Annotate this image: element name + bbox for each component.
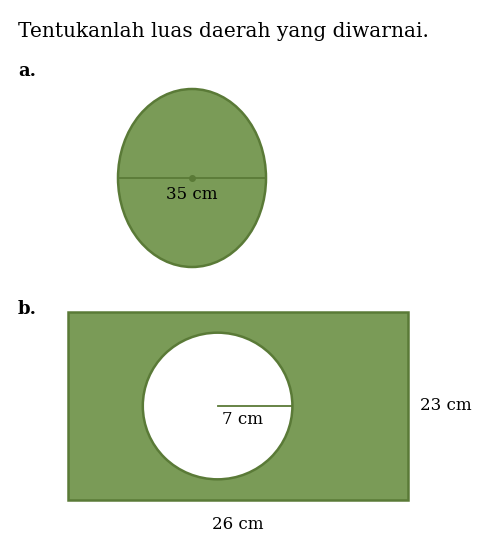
Text: a.: a. [18,62,36,80]
Text: b.: b. [18,300,37,318]
Text: 35 cm: 35 cm [166,186,218,203]
Text: 26 cm: 26 cm [212,516,264,533]
Bar [68,312,408,500]
Text: 7 cm: 7 cm [222,411,263,428]
Ellipse shape [143,333,292,479]
Text: 23 cm: 23 cm [420,398,472,415]
Ellipse shape [118,89,266,267]
Text: Tentukanlah luas daerah yang diwarnai.: Tentukanlah luas daerah yang diwarnai. [18,22,429,41]
